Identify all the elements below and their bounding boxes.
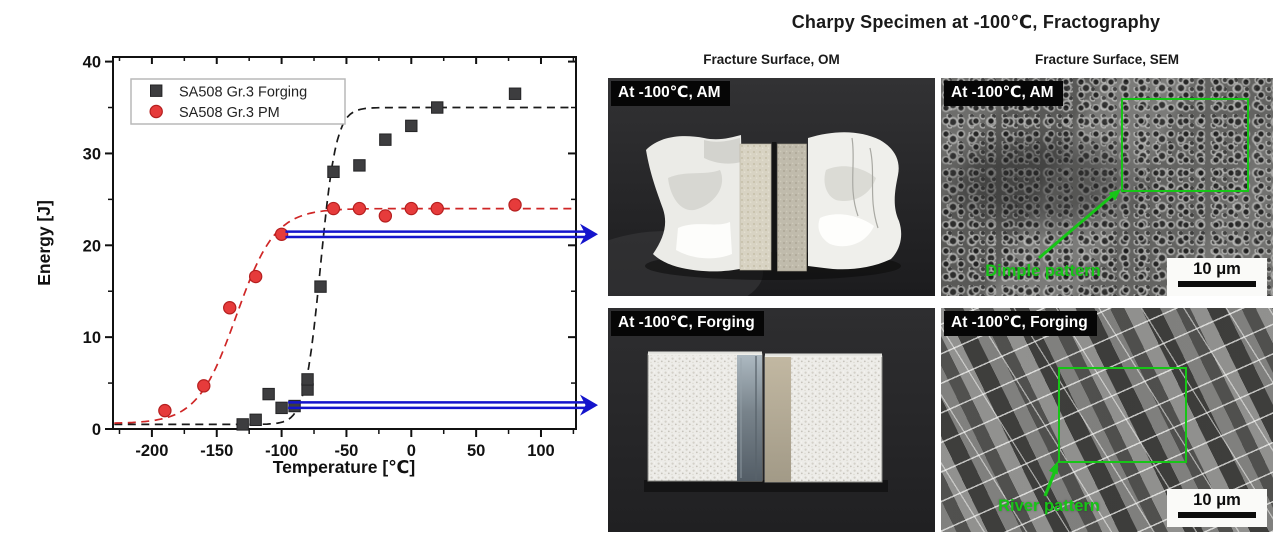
point-forging	[249, 413, 262, 427]
x-tick-label: 0	[407, 442, 416, 460]
specimen-notch-face-left	[739, 143, 772, 271]
point-forging	[508, 87, 522, 100]
roi-rectangle-dimple	[1121, 98, 1249, 192]
forging-right-shear-strip	[765, 356, 791, 482]
river-pattern-label: River pattern	[998, 497, 1100, 515]
specimen-gap	[772, 142, 777, 272]
x-tick-label: -100	[265, 442, 298, 460]
point-pm	[378, 209, 393, 223]
specimen-notch-face-right	[777, 143, 807, 272]
y-tick-label: 10	[83, 329, 101, 347]
panel-label-sem-forging: At -100℃, Forging	[944, 311, 1097, 337]
chart-legend: SA508 Gr.3 Forging SA508 Gr.3 PM	[130, 78, 346, 125]
x-tick-label: 50	[467, 442, 485, 460]
charpy-energy-chart: -200 -150 -100 -50 0 50 100 0 10 20 30 40 SA508 Gr.…	[34, 54, 598, 477]
column-header-sem: Fracture Surface, SEM	[1034, 52, 1180, 67]
point-forging	[288, 399, 301, 413]
panel-sem-am: At -100℃, AM Dimple pattern 10 μm	[941, 78, 1273, 296]
arrowhead	[580, 394, 598, 416]
y-tick-label: 40	[83, 54, 101, 72]
y-tick-label: 20	[83, 237, 101, 255]
panel-sem-forging: At -100℃, Forging River pattern 10 μm	[941, 308, 1273, 532]
point-pm	[223, 301, 237, 315]
scale-bar-text: 10 μm	[1193, 491, 1241, 509]
om-am-photo	[608, 78, 935, 296]
arrowhead	[1108, 189, 1121, 201]
panel-label-om-forging: At -100℃, Forging	[611, 311, 764, 337]
point-forging	[236, 418, 249, 431]
point-forging	[379, 133, 392, 146]
point-forging	[405, 119, 418, 133]
point-pm	[352, 201, 367, 216]
transition-arrows	[285, 223, 598, 416]
column-header-om: Fracture Surface, OM	[703, 52, 840, 67]
om-forging-photo	[608, 308, 935, 532]
arrowhead	[580, 223, 598, 245]
point-pm	[404, 201, 418, 216]
dimple-pattern-label: Dimple pattern	[985, 262, 1101, 280]
point-pm	[197, 379, 211, 393]
point-forging	[353, 159, 366, 172]
x-axis-title: Temperature [℃]	[273, 457, 415, 477]
point-pm	[274, 227, 289, 241]
fit-curve-forging	[114, 106, 574, 426]
point-pm	[248, 269, 263, 284]
scale-bar-forging: 10 μm	[1167, 489, 1267, 527]
data-points	[158, 87, 522, 431]
point-forging	[275, 401, 288, 415]
scale-bar-line	[1178, 281, 1256, 288]
legend-marker-square	[150, 84, 163, 97]
x-tick-label: -200	[135, 442, 168, 460]
legend-box	[130, 78, 346, 125]
panel-om-am: At -100℃, AM	[608, 78, 935, 296]
point-forging	[262, 387, 275, 401]
river-arrow	[1043, 461, 1059, 497]
legend-marker-circle	[149, 104, 163, 119]
transition-arrow	[285, 223, 598, 245]
point-forging	[301, 373, 314, 386]
fit-curves	[114, 106, 574, 426]
plot-frame	[112, 56, 577, 430]
scale-bar-line	[1178, 512, 1256, 519]
fit-curve-pm	[114, 207, 574, 424]
x-tick-label: -50	[335, 442, 359, 460]
point-forging	[314, 280, 327, 293]
x-tick-label: 100	[527, 442, 555, 460]
panel-om-forging: At -100℃, Forging	[608, 308, 935, 532]
point-pm	[508, 198, 522, 212]
scale-bar-am: 10 μm	[1167, 258, 1267, 296]
legend-label-pm: SA508 Gr.3 PM	[179, 105, 280, 121]
transition-arrow	[288, 394, 598, 416]
arrowhead	[1048, 461, 1058, 475]
point-pm	[430, 201, 444, 216]
legend-label-forging: SA508 Gr.3 Forging	[179, 85, 307, 101]
dimple-arrow	[1038, 189, 1121, 260]
panel-label-sem-am: At -100℃, AM	[944, 81, 1063, 107]
fractography-title: Charpy Specimen at -100℃, Fractography	[791, 12, 1161, 32]
point-forging	[431, 101, 444, 114]
y-tick-label: 0	[92, 421, 101, 439]
specimen-shadow	[644, 480, 888, 492]
y-tick-label: 30	[83, 145, 101, 163]
roi-rectangle-river	[1058, 367, 1187, 463]
point-forging	[327, 165, 340, 179]
scale-bar-text: 10 μm	[1193, 260, 1241, 278]
point-pm	[158, 403, 172, 418]
panel-label-om-am: At -100℃, AM	[611, 81, 730, 107]
y-axis-title: Energy [J]	[34, 200, 54, 286]
point-pm	[326, 201, 341, 216]
x-tick-label: -150	[200, 442, 233, 460]
